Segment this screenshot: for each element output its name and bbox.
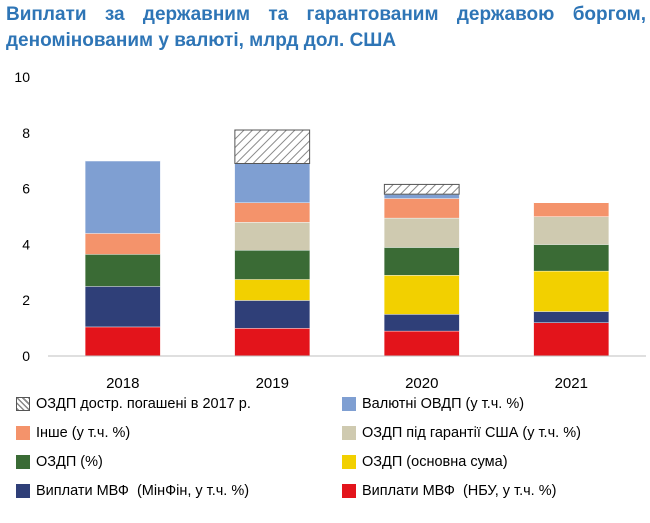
bar-segment-2018-6	[85, 160, 161, 234]
bar-segment-2019-3	[234, 249, 310, 280]
bar-segment-2020-7	[383, 183, 460, 195]
legend-item: ОЗДП (%)	[16, 454, 103, 470]
legend-label: Виплати МВФ (НБУ, у т.ч. %)	[362, 483, 557, 499]
y-tick-label: 4	[22, 236, 30, 252]
bar-segment-2020-3	[384, 247, 460, 276]
legend-label: Інше (у т.ч. %)	[36, 425, 131, 441]
y-axis-ticks: 0 2 4 6 8 10	[14, 69, 30, 364]
legend-item: ОЗДП (основна сума)	[342, 454, 508, 470]
bar-segment-2020-2	[384, 275, 460, 315]
y-tick-label: 2	[22, 292, 30, 308]
legend-item: Виплати МВФ (МінФін, у т.ч. %)	[16, 483, 249, 499]
bar-segment-2019-5	[234, 202, 310, 223]
y-tick-label: 6	[22, 181, 30, 197]
bar-segment-2019-1	[234, 300, 310, 329]
stacked-bar-chart: 0 2 4 6 8 10 2018 2019 2020 2021	[14, 69, 646, 392]
bar-segment-2021-2	[533, 270, 609, 312]
bar-segment-2019-0	[234, 328, 310, 356]
legend-swatch	[342, 484, 356, 498]
bar-segment-2021-0	[533, 322, 609, 356]
bar-segment-2019-4	[234, 222, 310, 250]
legend-item: Валютні ОВДП (у т.ч. %)	[342, 396, 524, 412]
x-axis-labels: 2018 2019 2020 2021	[106, 375, 588, 392]
bar-segment-2019-2	[234, 279, 310, 301]
bar-segment-2019-7	[234, 129, 311, 164]
bar-segment-2018-1	[85, 286, 161, 327]
bar-segment-2020-6	[384, 194, 460, 199]
bars	[85, 129, 609, 356]
chart-title: Виплати за державним та гарантованим дер…	[6, 4, 646, 51]
legend-swatch	[16, 455, 30, 469]
bar-segment-2020-5	[384, 198, 460, 218]
legend-label: ОЗДП (основна сума)	[362, 454, 508, 470]
legend-item: Інше (у т.ч. %)	[16, 425, 130, 441]
legend-label: ОЗДП достр. погашені в 2017 р.	[36, 396, 251, 412]
x-tick-label: 2019	[256, 375, 289, 392]
legend-item: ОЗДП достр. погашені в 2017 р.	[16, 396, 251, 412]
bar-segment-2020-4	[384, 217, 460, 248]
legend-swatch	[342, 455, 356, 469]
legend-item: ОЗДП під гарантії США (у т.ч. %)	[342, 425, 581, 441]
bar-segment-2018-0	[85, 326, 161, 356]
legend-label: Валютні ОВДП (у т.ч. %)	[362, 396, 525, 412]
bar-segment-2021-5	[533, 202, 609, 217]
legend-label: Виплати МВФ (МінФін, у т.ч. %)	[36, 483, 250, 499]
legend-swatch	[342, 397, 356, 411]
legend-swatch	[342, 426, 356, 440]
bar-segment-2019-6	[234, 163, 310, 203]
y-tick-label: 8	[22, 125, 30, 141]
x-tick-label: 2018	[106, 375, 139, 392]
bar-segment-2021-4	[533, 216, 609, 245]
bar-segment-2020-0	[384, 330, 460, 356]
bar-segment-2021-3	[533, 244, 609, 271]
legend-label: ОЗДП (%)	[36, 454, 103, 470]
legend-label: ОЗДП під гарантії США (у т.ч. %)	[362, 425, 581, 441]
legend-item: Виплати МВФ (НБУ, у т.ч. %)	[342, 483, 556, 499]
x-tick-label: 2021	[555, 375, 588, 392]
y-tick-label: 0	[22, 348, 30, 364]
legend-swatch	[16, 484, 30, 498]
x-tick-label: 2020	[405, 375, 438, 392]
bar-segment-2020-1	[384, 314, 460, 331]
bar-segment-2018-3	[85, 254, 161, 287]
legend-swatch	[16, 397, 30, 411]
bar-segment-2018-5	[85, 233, 161, 255]
legend-swatch	[16, 426, 30, 440]
bar-segment-2021-1	[533, 311, 609, 323]
y-tick-label: 10	[14, 69, 30, 85]
